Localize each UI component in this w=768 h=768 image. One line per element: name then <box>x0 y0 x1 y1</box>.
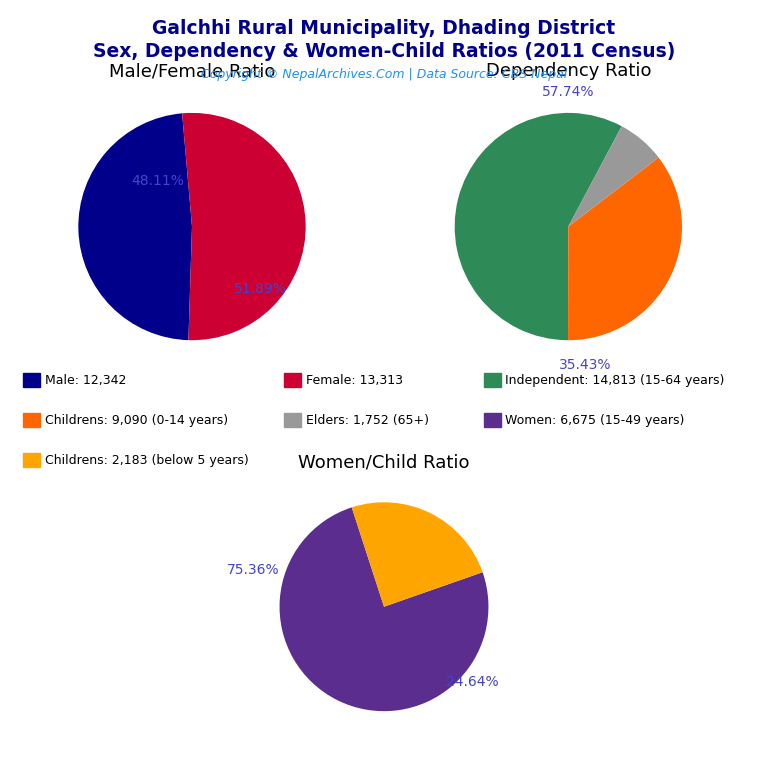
Text: Elders: 1,752 (65+): Elders: 1,752 (65+) <box>306 414 429 426</box>
Wedge shape <box>182 113 306 340</box>
Wedge shape <box>78 114 192 340</box>
Text: Independent: 14,813 (15-64 years): Independent: 14,813 (15-64 years) <box>505 374 725 386</box>
Text: 35.43%: 35.43% <box>559 358 611 372</box>
Text: 51.89%: 51.89% <box>233 282 286 296</box>
Text: 75.36%: 75.36% <box>227 563 280 578</box>
Text: Copyright © NepalArchives.Com | Data Source: CBS Nepal: Copyright © NepalArchives.Com | Data Sou… <box>201 68 567 81</box>
Text: 24.64%: 24.64% <box>446 675 499 689</box>
Text: Male: 12,342: Male: 12,342 <box>45 374 126 386</box>
Text: 57.74%: 57.74% <box>542 85 594 99</box>
Text: Female: 13,313: Female: 13,313 <box>306 374 402 386</box>
Text: Galchhi Rural Municipality, Dhading District: Galchhi Rural Municipality, Dhading Dist… <box>152 19 616 38</box>
Wedge shape <box>455 113 621 340</box>
Text: Sex, Dependency & Women-Child Ratios (2011 Census): Sex, Dependency & Women-Child Ratios (20… <box>93 42 675 61</box>
Wedge shape <box>568 126 659 227</box>
Title: Male/Female Ratio: Male/Female Ratio <box>109 62 275 80</box>
Text: 48.11%: 48.11% <box>131 174 184 188</box>
Title: Women/Child Ratio: Women/Child Ratio <box>298 454 470 472</box>
Wedge shape <box>280 508 488 711</box>
Wedge shape <box>568 157 682 340</box>
Text: Childrens: 2,183 (below 5 years): Childrens: 2,183 (below 5 years) <box>45 454 248 466</box>
Title: Dependency Ratio: Dependency Ratio <box>485 62 651 80</box>
Text: Women: 6,675 (15-49 years): Women: 6,675 (15-49 years) <box>505 414 685 426</box>
Text: 6.83%: 6.83% <box>0 767 1 768</box>
Text: Childrens: 9,090 (0-14 years): Childrens: 9,090 (0-14 years) <box>45 414 227 426</box>
Wedge shape <box>352 502 482 607</box>
